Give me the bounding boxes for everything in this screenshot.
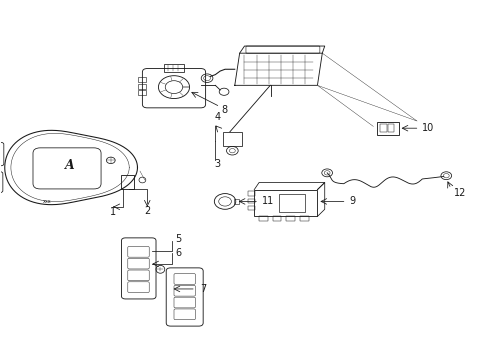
Bar xyxy=(137,90,146,95)
Text: 12: 12 xyxy=(453,188,465,198)
Text: 10: 10 xyxy=(421,123,433,133)
Bar xyxy=(286,216,294,221)
Bar xyxy=(222,132,242,146)
Text: 4: 4 xyxy=(214,112,221,122)
Bar xyxy=(233,199,238,204)
Bar xyxy=(259,216,267,221)
Bar xyxy=(247,192,255,196)
Text: 3: 3 xyxy=(214,159,221,169)
Bar xyxy=(278,194,305,212)
Text: 11: 11 xyxy=(261,197,273,206)
Text: xxx: xxx xyxy=(43,199,52,204)
Bar xyxy=(120,175,134,189)
Bar xyxy=(272,216,281,221)
Text: A: A xyxy=(64,159,74,172)
Text: 9: 9 xyxy=(348,197,354,206)
Text: 8: 8 xyxy=(221,105,227,114)
Text: 2: 2 xyxy=(144,206,150,216)
Bar xyxy=(247,199,255,203)
Bar xyxy=(247,206,255,210)
Bar xyxy=(387,124,393,132)
Text: 5: 5 xyxy=(175,234,182,244)
Bar xyxy=(379,124,386,132)
Text: 6: 6 xyxy=(175,248,181,258)
Bar xyxy=(137,77,146,82)
Text: 7: 7 xyxy=(200,284,205,294)
Bar xyxy=(164,64,183,72)
Bar xyxy=(299,216,308,221)
Bar xyxy=(137,84,146,89)
Text: 1: 1 xyxy=(110,207,116,217)
Bar xyxy=(376,122,398,135)
